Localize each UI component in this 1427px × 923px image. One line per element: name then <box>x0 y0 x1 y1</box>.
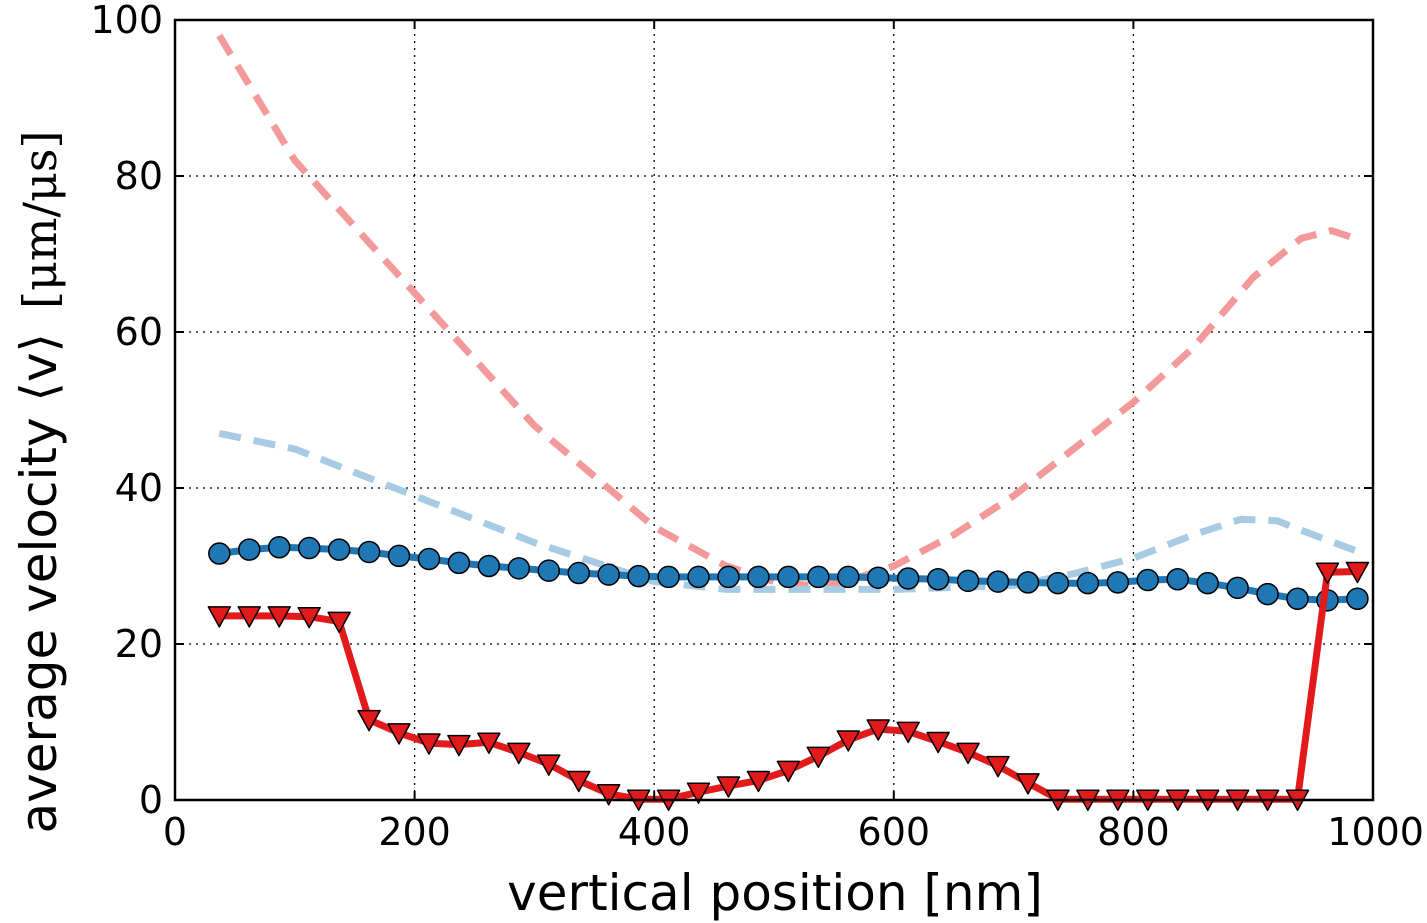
x-axis-label: vertical position [nm] <box>507 864 1043 922</box>
data-point-circle <box>1076 571 1100 595</box>
data-point-triangle <box>207 606 232 628</box>
data-point-circle <box>986 570 1010 593</box>
data-point-triangle <box>387 723 411 745</box>
data-point-triangle <box>956 742 980 765</box>
data-point-triangle <box>357 709 381 732</box>
data-point-circle <box>417 547 441 571</box>
data-point-circle <box>1106 571 1130 594</box>
data-point-circle <box>687 565 710 589</box>
data-point-triangle <box>776 760 801 783</box>
data-point-circle <box>807 565 830 589</box>
data-point-triangle <box>1315 562 1340 584</box>
data-point-triangle <box>477 732 501 755</box>
data-point-circle <box>537 559 561 582</box>
data-point-circle <box>1286 587 1309 611</box>
y-axis-label-group: average velocity ⟨v⟩ [μm/μs] <box>10 131 68 834</box>
data-point-circle <box>1226 576 1249 600</box>
data-point-circle <box>956 569 980 593</box>
data-point-circle <box>597 563 620 586</box>
data-point-triangle <box>926 731 950 754</box>
data-point-circle <box>837 565 860 589</box>
data-point-triangle <box>417 733 441 755</box>
y-tick-label: 100 <box>90 0 163 42</box>
data-point-circle <box>357 540 381 564</box>
x-tick-label: 200 <box>378 810 451 854</box>
data-point-circle <box>747 565 770 589</box>
x-tick-label: 600 <box>858 810 931 854</box>
data-point-circle <box>866 566 890 589</box>
data-point-circle <box>1016 571 1040 594</box>
data-point-circle <box>1166 568 1189 591</box>
x-tick-label: 1000 <box>1327 810 1424 854</box>
data-point-circle <box>777 565 800 589</box>
y-axis-label: average velocity ⟨v⟩ [μm/μs] <box>10 131 68 834</box>
series-layer <box>207 33 1370 811</box>
data-point-triangle <box>896 721 920 744</box>
data-point-circle <box>477 554 501 578</box>
series-line-red-dashed <box>216 33 1357 589</box>
data-point-circle <box>1136 568 1160 592</box>
data-point-circle <box>1196 571 1219 595</box>
data-point-triangle <box>537 754 561 776</box>
data-point-circle <box>1256 582 1279 606</box>
data-point-triangle <box>1016 773 1040 795</box>
data-point-triangle <box>866 719 890 741</box>
data-point-triangle <box>1345 561 1370 584</box>
data-point-circle <box>657 565 680 589</box>
data-point-triangle <box>716 776 741 798</box>
data-point-triangle <box>596 784 621 806</box>
data-point-circle <box>1346 587 1369 611</box>
y-axis-unit: [μm/μs] <box>13 131 67 309</box>
data-point-triangle <box>746 770 771 793</box>
data-point-circle <box>1046 571 1070 595</box>
data-point-circle <box>297 536 321 560</box>
x-tick-label: 400 <box>618 810 691 854</box>
plot-frame <box>173 18 1375 802</box>
data-point-circle <box>717 565 740 589</box>
y-tick-label: 80 <box>115 154 163 198</box>
data-point-triangle <box>806 746 831 769</box>
data-point-circle <box>238 538 261 561</box>
data-point-circle <box>447 551 471 575</box>
data-point-circle <box>567 561 590 585</box>
data-point-circle <box>208 542 231 565</box>
data-point-triangle <box>836 730 861 752</box>
data-point-circle <box>267 536 291 559</box>
tick-layer: 0 200 400 600 800 1000 0 20 40 60 80 100 <box>90 0 1424 854</box>
data-point-circle <box>507 557 531 580</box>
y-tick-label: 20 <box>115 622 163 666</box>
data-point-circle <box>896 567 920 590</box>
x-tick-label: 0 <box>163 810 187 854</box>
data-point-triangle <box>297 606 321 629</box>
data-point-circle <box>327 538 351 561</box>
data-point-triangle <box>566 770 591 793</box>
data-point-triangle <box>507 742 531 765</box>
y-tick-label: 40 <box>115 466 163 510</box>
y-axis-label-text: average velocity ⟨v⟩ <box>10 333 68 834</box>
data-point-triangle <box>267 606 291 628</box>
data-point-circle <box>387 544 411 568</box>
x-tick-label: 800 <box>1097 810 1170 854</box>
data-point-circle <box>627 564 650 588</box>
data-point-triangle <box>686 782 711 804</box>
y-tick-label: 60 <box>115 310 163 354</box>
data-point-triangle <box>986 755 1010 778</box>
data-point-triangle <box>327 611 351 634</box>
data-point-triangle <box>447 734 471 757</box>
data-point-circle <box>926 568 950 591</box>
data-point-triangle <box>237 606 262 628</box>
y-tick-label: 0 <box>139 778 163 822</box>
